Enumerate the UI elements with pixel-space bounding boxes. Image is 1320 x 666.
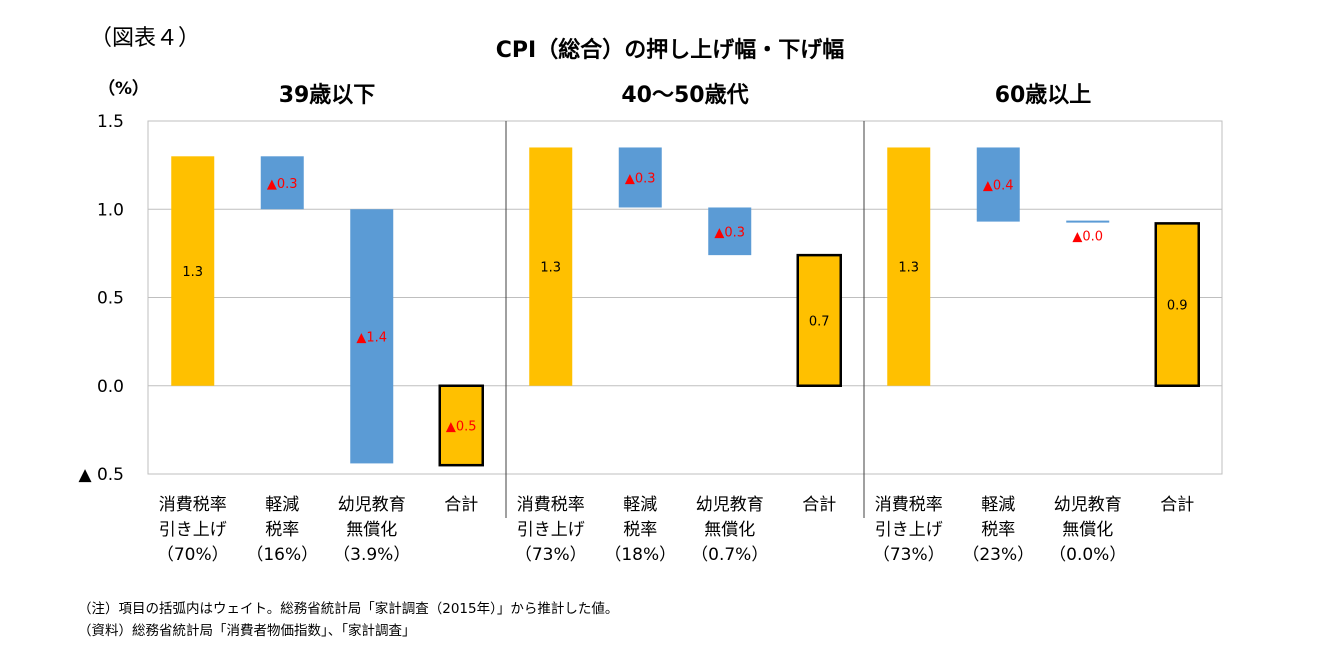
y-tick-label: 1.5 xyxy=(97,112,124,132)
category-label: 軽減 xyxy=(265,495,299,515)
category-label: 税率 xyxy=(981,520,1015,540)
category-label: 幼児教育 xyxy=(1054,495,1122,515)
bar-increase xyxy=(887,147,931,386)
data-label: 1.3 xyxy=(182,265,203,280)
category-label: 消費税率 xyxy=(517,495,585,515)
data-label: ▲0.0 xyxy=(1072,230,1103,245)
notes: （注）項目の括弧内はウェイト。総務省統計局「家計調査（2015年）」から推計した… xyxy=(78,598,618,642)
category-label: 軽減 xyxy=(623,495,657,515)
bar-increase xyxy=(171,156,215,386)
bar-total xyxy=(796,253,842,387)
bar-decrease xyxy=(260,156,304,210)
panel-title: 40～50歳代 xyxy=(621,83,748,108)
category-label: 引き上げ xyxy=(875,520,943,540)
category-label: （73%） xyxy=(873,545,945,565)
y-tick-label: ▲ 0.5 xyxy=(78,465,124,485)
bar-increase xyxy=(529,147,573,386)
data-label: ▲0.3 xyxy=(625,171,656,186)
category-label: （73%） xyxy=(515,545,587,565)
category-label: （70%） xyxy=(157,545,229,565)
panel-title: 60歳以上 xyxy=(995,83,1092,108)
figure-label: （図表４） xyxy=(90,26,201,51)
category-label: 税率 xyxy=(623,520,657,540)
bar-decrease xyxy=(350,209,394,464)
bar-total xyxy=(438,384,484,467)
category-label: （0.7%） xyxy=(691,545,768,565)
category-label: 軽減 xyxy=(981,495,1015,515)
category-label: 幼児教育 xyxy=(696,495,764,515)
data-label: ▲0.3 xyxy=(267,177,298,192)
data-label: 1.3 xyxy=(898,261,919,276)
data-label: 1.3 xyxy=(540,261,561,276)
category-label: 税率 xyxy=(265,520,299,540)
data-label: ▲0.5 xyxy=(446,419,477,434)
category-label: 無償化 xyxy=(346,520,397,540)
bar-decrease xyxy=(976,147,1020,222)
category-label: 合計 xyxy=(1160,495,1194,515)
note-line: （注）項目の括弧内はウェイト。総務省統計局「家計調査（2015年）」から推計した… xyxy=(78,601,619,617)
data-label: ▲0.4 xyxy=(983,179,1014,194)
data-label: ▲0.3 xyxy=(714,225,745,240)
category-label: （0.0%） xyxy=(1049,545,1126,565)
bar-total xyxy=(1154,222,1200,387)
chart-title: CPI（総合）の押し上げ幅・下げ幅 xyxy=(495,38,845,63)
plot-area xyxy=(147,120,1223,475)
panel-title: 39歳以下 xyxy=(279,83,376,108)
data-label: 0.7 xyxy=(809,314,830,329)
y-tick-label: 1.0 xyxy=(97,200,124,220)
bar-decrease xyxy=(618,147,662,208)
category-label: 合計 xyxy=(802,495,836,515)
y-axis-unit: （%） xyxy=(98,79,150,99)
category-label: 幼児教育 xyxy=(338,495,406,515)
bar-decrease xyxy=(708,207,752,256)
category-label: 引き上げ xyxy=(517,520,585,540)
category-label: 無償化 xyxy=(1062,520,1113,540)
data-label: 0.9 xyxy=(1167,299,1188,314)
category-label: （3.9%） xyxy=(333,545,410,565)
category-label: （18%） xyxy=(604,545,676,565)
data-label: ▲1.4 xyxy=(356,330,387,345)
bar-decrease xyxy=(1066,220,1110,223)
category-label: 無償化 xyxy=(704,520,755,540)
category-label: 引き上げ xyxy=(159,520,227,540)
note-line: （資料）総務省統計局「消費者物価指数」、「家計調査」 xyxy=(78,623,416,639)
category-label: （16%） xyxy=(246,545,318,565)
category-label: （23%） xyxy=(962,545,1034,565)
category-label: 消費税率 xyxy=(159,495,227,515)
category-label: 合計 xyxy=(444,495,478,515)
y-tick-label: 0.5 xyxy=(97,289,124,309)
y-tick-label: 0.0 xyxy=(97,377,124,397)
category-label: 消費税率 xyxy=(875,495,943,515)
